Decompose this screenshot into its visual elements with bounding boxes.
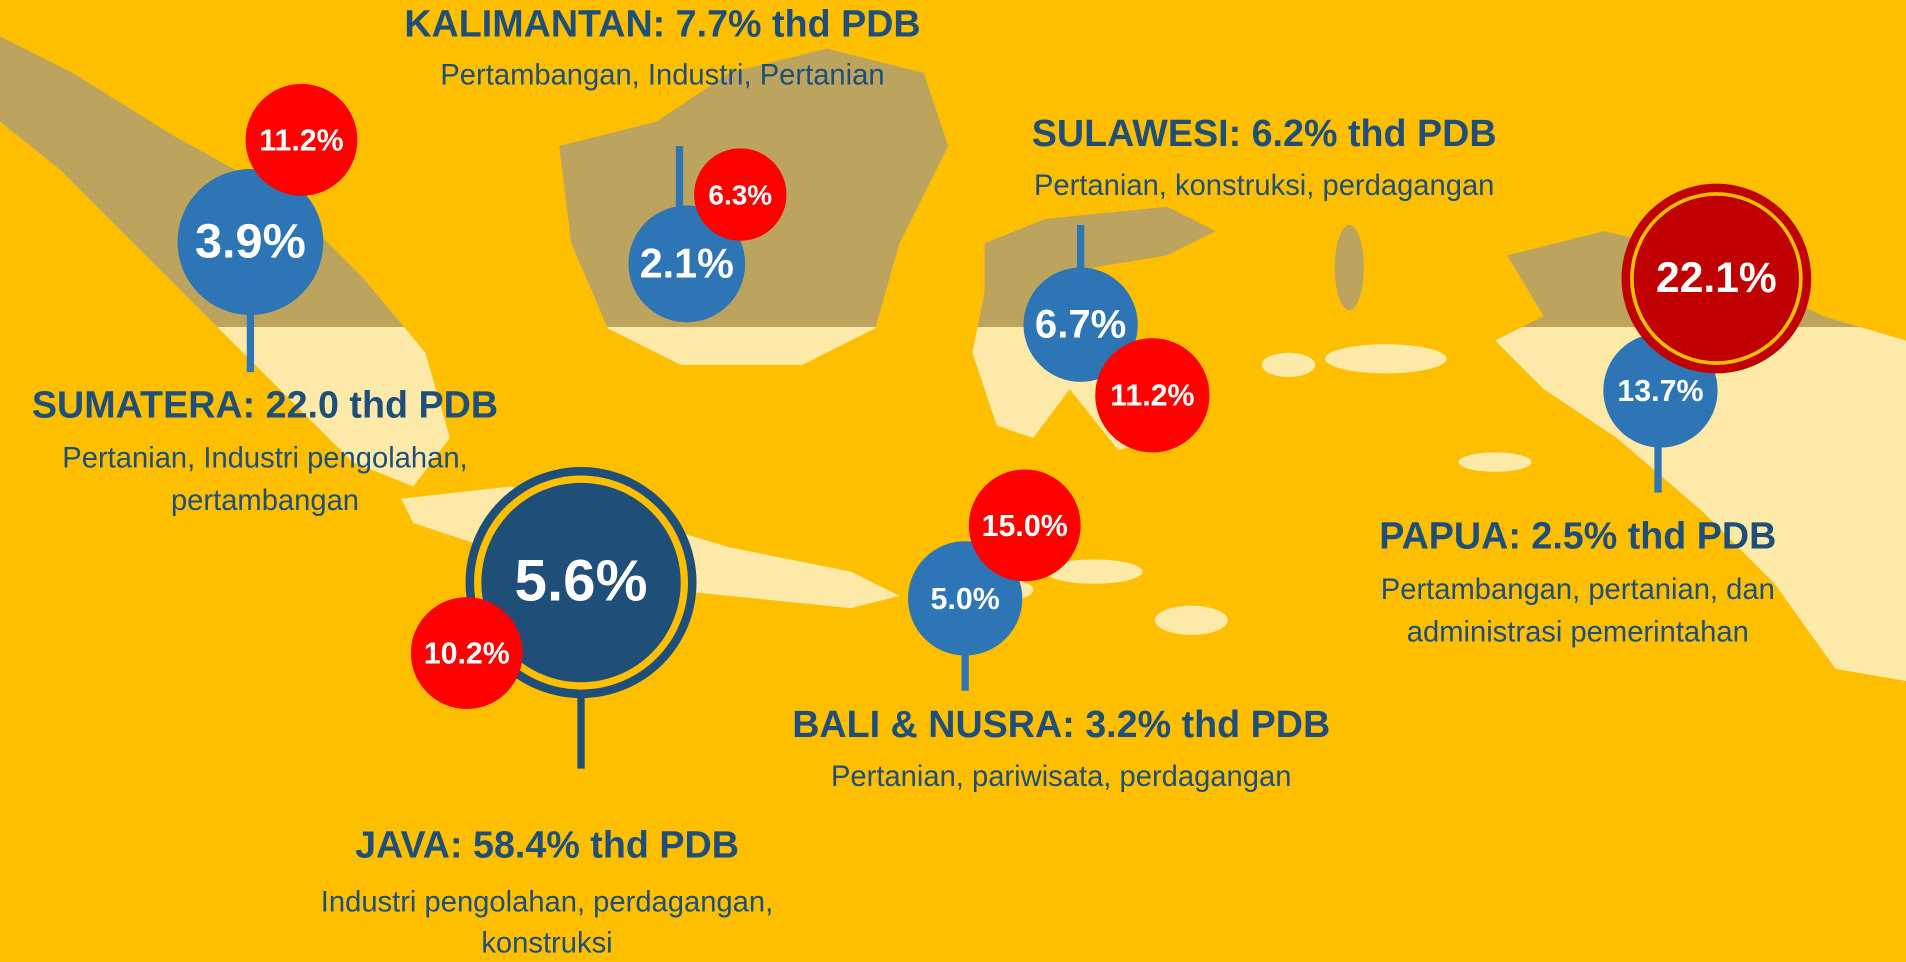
share-bubble-label: 13.7% — [1617, 374, 1703, 408]
highlight-bubble-label: 6.3% — [708, 179, 772, 210]
region-title: KALIMANTAN: 7.7% thd PDB — [404, 3, 920, 45]
share-bubble-label: 2.1% — [640, 240, 734, 286]
region-sectors: Pertanian, pariwisata, perdagangan — [831, 761, 1291, 793]
region-sectors: pertambangan — [171, 485, 359, 517]
labels: 3.9% 11.2% SUMATERA: 22.0 thd PDB Pertanian… — [32, 3, 1812, 960]
highlight-bubble-label: 11.2% — [1110, 379, 1194, 413]
island — [1324, 344, 1447, 374]
share-bubble — [1023, 267, 1138, 382]
region-title: SUMATERA: 22.0 thd PDB — [32, 383, 498, 425]
highlight-bubble — [1633, 195, 1800, 362]
highlight-bubble — [968, 469, 1081, 582]
highlight-bubble-label: 15.0% — [982, 509, 1068, 543]
share-bubble-label: 5.6% — [515, 548, 648, 613]
region-title: PAPUA: 2.5% thd PDB — [1379, 515, 1776, 557]
region-sectors: Pertambangan, Industri, Pertanian — [440, 59, 884, 91]
region-title: JAVA: 58.4% thd PDB — [355, 824, 739, 866]
island — [1334, 224, 1364, 311]
island — [1495, 231, 1906, 682]
region-title: BALI & NUSRA: 3.2% thd PDB — [792, 703, 1330, 745]
highlight-bubble-label: 10.2% — [424, 637, 510, 671]
highlight-bubble — [694, 148, 787, 241]
share-bubble — [481, 482, 681, 683]
share-bubble-label: 5.0% — [931, 582, 1000, 616]
island — [1045, 559, 1143, 584]
share-bubble — [628, 205, 746, 323]
island — [972, 206, 1216, 450]
region-sectors: Pertanian, konstruksi, perdagangan — [1034, 170, 1494, 202]
region-sectors: administrasi pemerintahan — [1407, 616, 1749, 648]
highlight-bubble — [1095, 338, 1210, 453]
region-title: SULAWESI: 6.2% thd PDB — [1032, 112, 1497, 154]
region-sectors: Pertanian, Industri pengolahan, — [62, 442, 467, 474]
island — [1458, 452, 1532, 472]
highlight-bubble — [245, 83, 358, 196]
share-bubble — [177, 169, 324, 315]
island — [1261, 352, 1316, 378]
region-sectors: Pertambangan, pertanian, dan — [1381, 574, 1775, 606]
highlight-bubble-label: 11.2% — [259, 123, 343, 157]
highlight-bubble — [410, 597, 523, 710]
region-sectors: Industri pengolahan, perdagangan, — [321, 886, 773, 918]
share-bubble-label: 6.7% — [1035, 302, 1126, 347]
island — [1154, 605, 1228, 635]
highlight-bubble-label: 22.1% — [1656, 254, 1777, 302]
share-bubble-label: 3.9% — [195, 214, 306, 268]
region-sectors: konstruksi — [481, 928, 612, 960]
